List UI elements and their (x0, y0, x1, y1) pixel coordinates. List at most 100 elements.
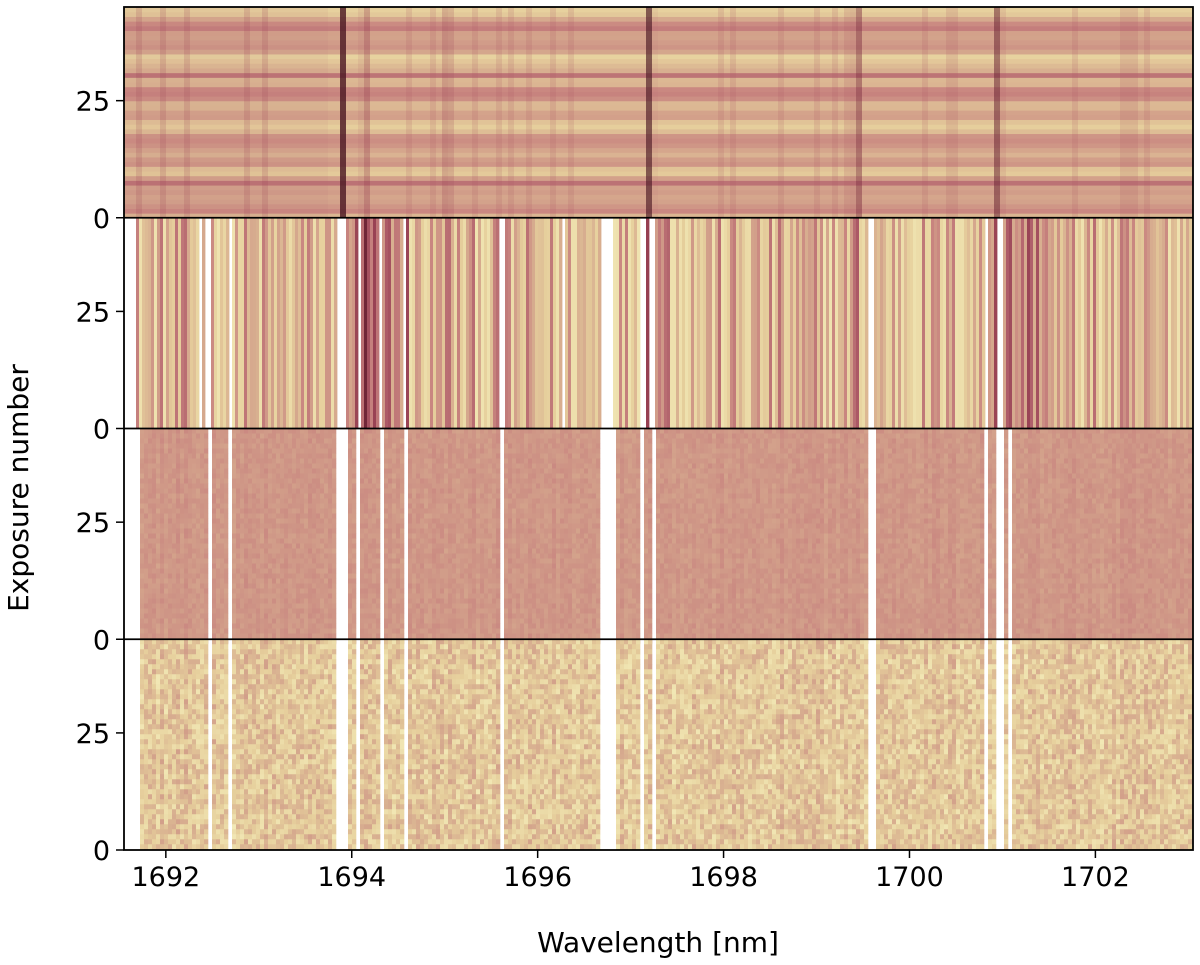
heatmap-cell (244, 584, 248, 589)
heatmap-cell (548, 634, 552, 639)
heatmap-cell (588, 594, 592, 599)
heatmap-column (1033, 218, 1036, 429)
heatmap-cell (408, 579, 412, 584)
heatmap-cell (596, 484, 600, 489)
heatmap-column (448, 7, 454, 218)
heatmap-cell (168, 484, 172, 489)
heatmap-cell (312, 579, 316, 584)
heatmap-cell (236, 564, 240, 569)
heatmap-cell (448, 579, 452, 584)
heatmap-column (532, 218, 535, 429)
heatmap-cell (596, 594, 600, 599)
heatmap-cell (376, 604, 380, 609)
heatmap-cell (472, 614, 476, 619)
heatmap-cell (220, 449, 224, 454)
heatmap-cell (140, 529, 144, 534)
heatmap-cell (488, 484, 492, 489)
heatmap-cell (312, 564, 316, 569)
heatmap-cell (388, 459, 392, 464)
heatmap-cell (308, 529, 312, 534)
heatmap-cell (304, 574, 308, 579)
heatmap-cell (364, 529, 368, 534)
heatmap-cell (140, 524, 144, 529)
heatmap-cell (184, 514, 188, 519)
heatmap-cell (416, 514, 420, 519)
heatmap-cell (528, 589, 532, 594)
heatmap-cell (260, 484, 264, 489)
heatmap-cell (212, 434, 216, 439)
heatmap-cell (264, 449, 268, 454)
heatmap-cell (460, 489, 464, 494)
heatmap-cell (180, 479, 184, 484)
heatmap-cell (372, 559, 376, 564)
heatmap-cell (580, 489, 584, 494)
heatmap-cell (476, 524, 480, 529)
heatmap-cell (280, 459, 284, 464)
heatmap-cell (528, 474, 532, 479)
heatmap-cell (232, 434, 236, 439)
heatmap-cell (552, 464, 556, 469)
heatmap-cell (252, 484, 256, 489)
heatmap-cell (324, 539, 328, 544)
heatmap-cell (564, 594, 568, 599)
heatmap-cell (528, 549, 532, 554)
heatmap-cell (420, 509, 424, 514)
heatmap-cell (496, 444, 500, 449)
heatmap-cell (496, 469, 500, 474)
heatmap-column (718, 7, 724, 218)
heatmap-cell (184, 469, 188, 474)
heatmap-cell (384, 614, 388, 619)
heatmap-cell (444, 444, 448, 449)
heatmap-cell (312, 524, 316, 529)
heatmap-cell (196, 604, 200, 609)
heatmap-cell (324, 499, 328, 504)
heatmap-cell (444, 609, 448, 614)
heatmap-cell (412, 444, 416, 449)
heatmap-cell (552, 554, 556, 559)
heatmap-cell (504, 609, 508, 614)
heatmap-cell (332, 544, 336, 549)
heatmap-cell (468, 554, 472, 559)
heatmap-cell (476, 539, 480, 544)
heatmap-cell (468, 589, 472, 594)
heatmap-cell (332, 464, 336, 469)
heatmap-cell (388, 559, 392, 564)
heatmap-cell (556, 479, 560, 484)
heatmap-cell (244, 449, 248, 454)
heatmap-cell (164, 509, 168, 514)
heatmap-cell (544, 534, 548, 539)
heatmap-column (622, 218, 625, 429)
heatmap-cell (552, 609, 556, 614)
heatmap-cell (428, 584, 432, 589)
heatmap-panel-1 (124, 7, 1193, 218)
heatmap-cell (584, 554, 588, 559)
heatmap-cell (152, 504, 156, 509)
heatmap-cell (148, 549, 152, 554)
heatmap-cell (360, 584, 364, 589)
heatmap-column (583, 218, 586, 429)
heatmap-cell (312, 549, 316, 554)
heatmap-cell (180, 449, 184, 454)
heatmap-cell (448, 629, 452, 634)
heatmap-cell (412, 464, 416, 469)
heatmap-cell (160, 439, 164, 444)
heatmap-cell (348, 569, 352, 574)
heatmap-column (541, 218, 544, 429)
heatmap-cell (376, 629, 380, 634)
heatmap-cell (524, 434, 528, 439)
heatmap-cell (212, 479, 216, 484)
heatmap-cell (244, 604, 248, 609)
heatmap-cell (364, 439, 368, 444)
heatmap-column (832, 7, 838, 218)
heatmap-cell (152, 599, 156, 604)
heatmap-cell (476, 454, 480, 459)
heatmap-cell (580, 549, 584, 554)
heatmap-cell (300, 564, 304, 569)
heatmap-cell (368, 454, 372, 459)
heatmap-cell (440, 454, 444, 459)
heatmap-cell (188, 604, 192, 609)
heatmap-cell (376, 464, 380, 469)
heatmap-column (1105, 218, 1108, 429)
heatmap-cell (444, 614, 448, 619)
heatmap-cell (580, 579, 584, 584)
